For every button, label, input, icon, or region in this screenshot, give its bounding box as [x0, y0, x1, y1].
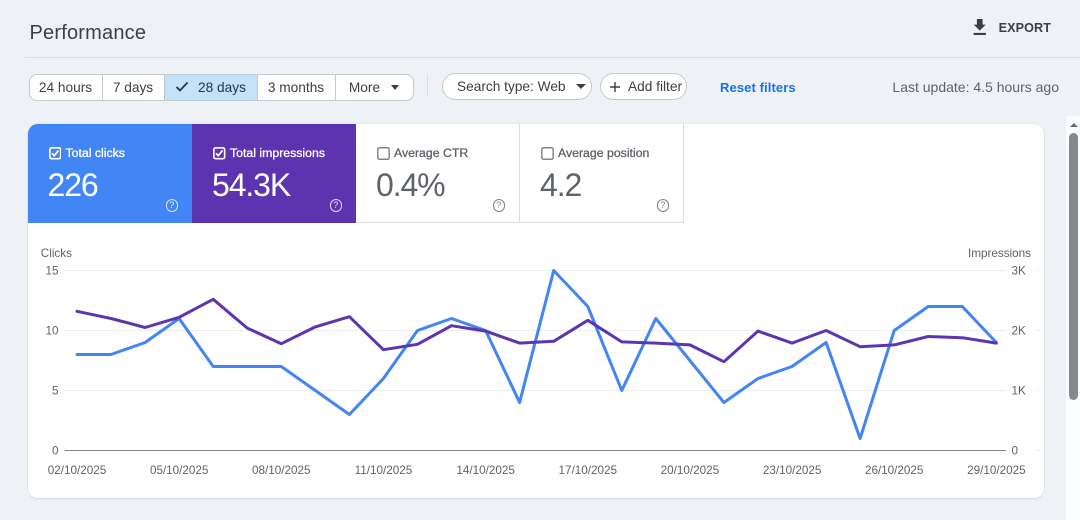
svg-text:17/10/2025: 17/10/2025 [559, 464, 618, 477]
svg-text:Clicks: Clicks [41, 247, 72, 260]
svg-text:26/10/2025: 26/10/2025 [865, 464, 924, 477]
svg-text:0: 0 [52, 445, 59, 458]
svg-text:2K: 2K [1012, 325, 1027, 338]
svg-text:1K: 1K [1012, 385, 1027, 398]
svg-text:11/10/2025: 11/10/2025 [355, 464, 413, 477]
svg-text:29/10/2025: 29/10/2025 [967, 464, 1026, 477]
svg-text:15: 15 [45, 265, 59, 278]
svg-text:10: 10 [45, 325, 59, 338]
svg-text:14/10/2025: 14/10/2025 [456, 464, 515, 477]
svg-text:5: 5 [52, 385, 59, 398]
svg-text:20/10/2025: 20/10/2025 [661, 464, 720, 477]
svg-text:05/10/2025: 05/10/2025 [150, 464, 209, 477]
svg-text:08/10/2025: 08/10/2025 [252, 464, 311, 477]
svg-text:0: 0 [1012, 445, 1019, 458]
svg-text:23/10/2025: 23/10/2025 [763, 464, 822, 477]
svg-text:Impressions: Impressions [968, 247, 1031, 260]
svg-text:3K: 3K [1012, 265, 1027, 278]
svg-text:02/10/2025: 02/10/2025 [48, 464, 107, 477]
